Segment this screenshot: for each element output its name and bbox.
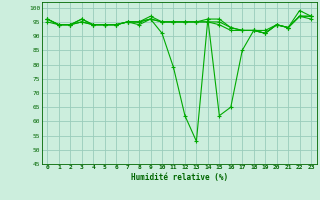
- X-axis label: Humidité relative (%): Humidité relative (%): [131, 173, 228, 182]
